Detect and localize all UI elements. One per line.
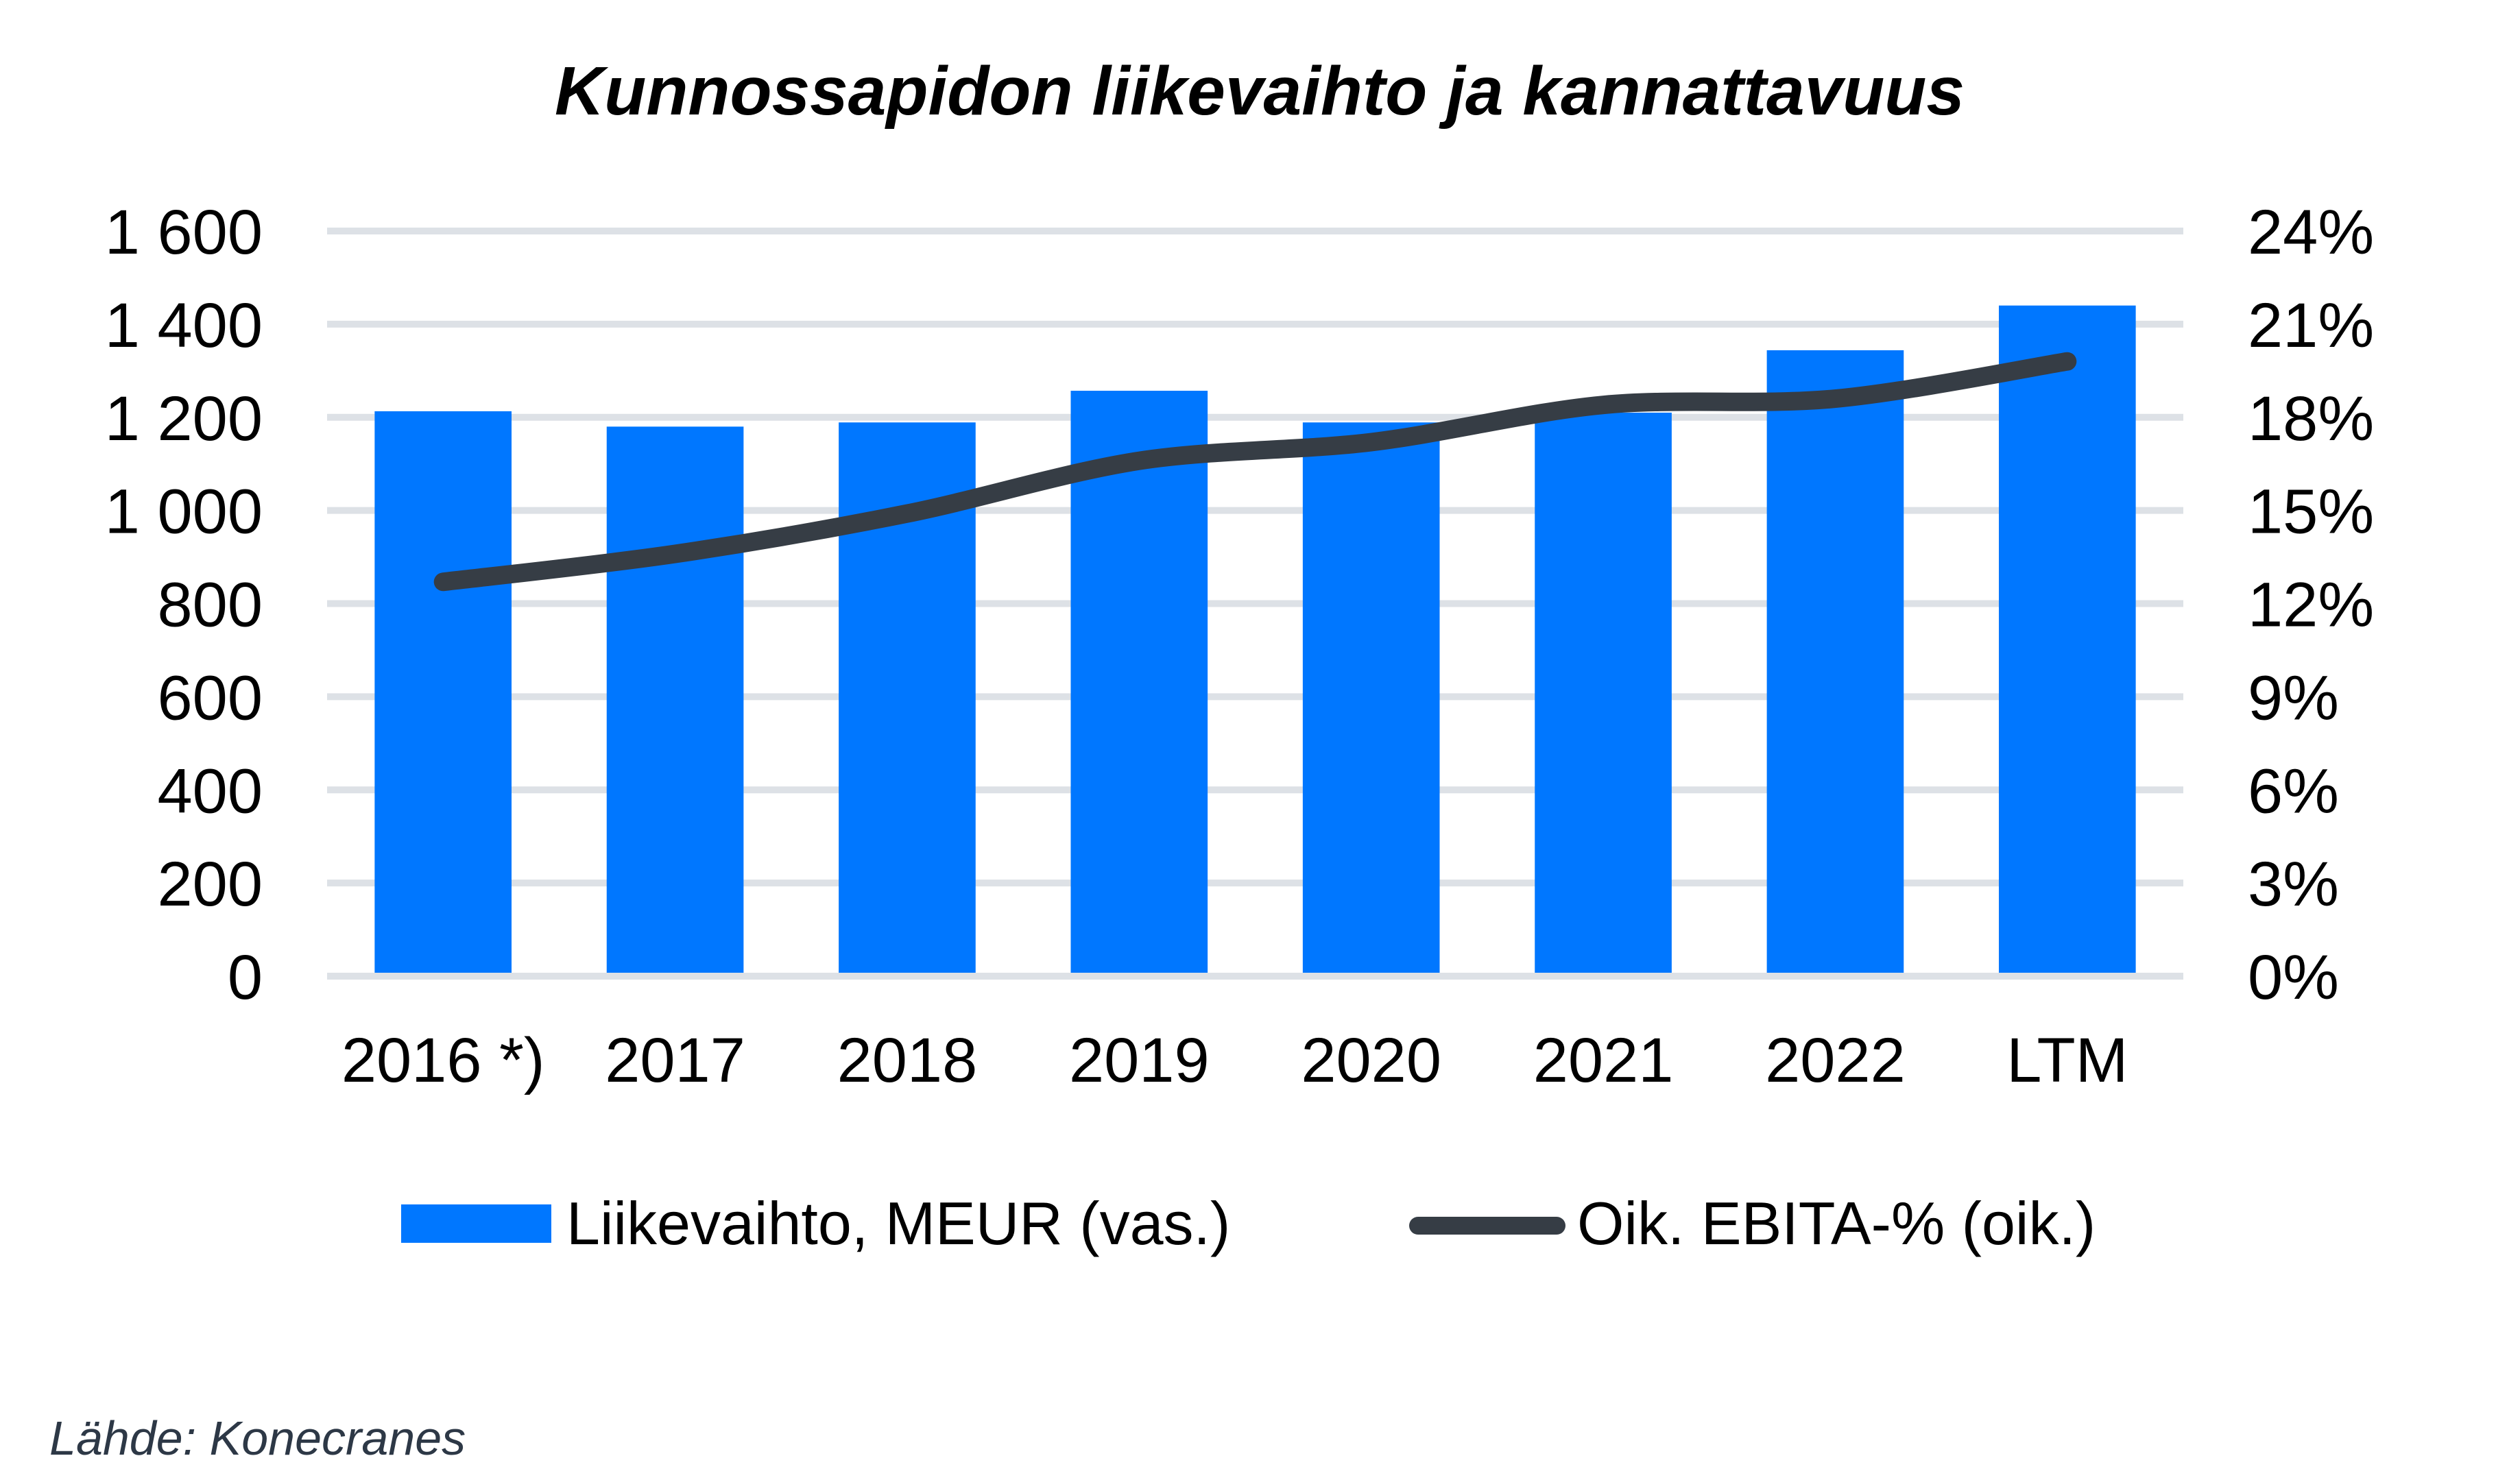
bar-ltm [1998, 305, 2136, 973]
right-tick-label: 18% [2248, 384, 2374, 454]
left-tick-label: 1 200 [105, 384, 263, 454]
x-tick-label: 2016 *) [341, 1026, 545, 1095]
right-tick-label: 21% [2248, 291, 2374, 361]
gridline [327, 320, 2183, 328]
x-tick-label: 2020 [1301, 1026, 1441, 1095]
right-tick-label: 9% [2248, 663, 2339, 733]
x-tick-label: LTM [2006, 1026, 2128, 1095]
bar-2017 [606, 426, 744, 973]
right-tick-label: 12% [2248, 570, 2374, 640]
gridline [327, 973, 2183, 980]
right-tick-label: 24% [2248, 197, 2374, 267]
left-axis: 0 200 400 600 800 1 000 1 200 1 400 1 600 [105, 197, 263, 1012]
source-note: Lähde: Konecranes [49, 1411, 466, 1465]
left-tick-label: 800 [158, 570, 263, 640]
gridline [327, 786, 2183, 794]
bar-2021 [1535, 412, 1672, 973]
x-tick-label: 2019 [1069, 1026, 1210, 1095]
left-tick-label: 1 400 [105, 291, 263, 361]
bar-2019 [1070, 391, 1208, 973]
left-tick-label: 400 [158, 756, 263, 826]
x-tick-label: 2017 [605, 1026, 745, 1095]
bar-2022 [1766, 350, 1904, 973]
bar-series [374, 305, 2136, 973]
left-tick-label: 1 000 [105, 477, 263, 547]
left-tick-label: 1 600 [105, 197, 263, 267]
legend-label-liikevaihto: Liikevaihto, MEUR (vas.) [566, 1189, 1230, 1257]
ebita-line [433, 352, 2077, 592]
legend-swatch-liikevaihto [401, 1204, 551, 1243]
bar-2016 [374, 411, 512, 973]
gridline [327, 507, 2183, 514]
right-axis: 0% 3% 6% 9% 12% 15% 18% 21% 24% [2248, 197, 2374, 1012]
legend-label-ebita: Oik. EBITA-% (oik.) [1577, 1189, 2096, 1257]
right-tick-label: 0% [2248, 943, 2339, 1012]
x-tick-label: 2021 [1533, 1026, 1674, 1095]
bar-2020 [1302, 422, 1440, 973]
x-tick-label: 2018 [837, 1026, 978, 1095]
legend: Liikevaihto, MEUR (vas.) Oik. EBITA-% (o… [401, 1189, 2096, 1257]
left-tick-label: 0 [228, 943, 263, 1012]
line-series [433, 352, 2077, 592]
right-tick-label: 15% [2248, 477, 2374, 547]
gridline [327, 879, 2183, 887]
left-tick-label: 600 [158, 663, 263, 733]
gridline [327, 600, 2183, 607]
x-axis: 2016 *) 2017 2018 2019 2020 2021 2022 LTM [341, 1026, 2128, 1095]
x-tick-label: 2022 [1765, 1026, 1906, 1095]
right-tick-label: 6% [2248, 756, 2339, 826]
gridline [327, 693, 2183, 701]
left-tick-label: 200 [158, 849, 263, 919]
gridlines [327, 228, 2183, 980]
chart-title: Kunnossapidon liikevaihto ja kannattavuu… [555, 53, 1965, 130]
gridline [327, 413, 2183, 421]
gridline [327, 228, 2183, 234]
right-tick-label: 3% [2248, 849, 2339, 919]
